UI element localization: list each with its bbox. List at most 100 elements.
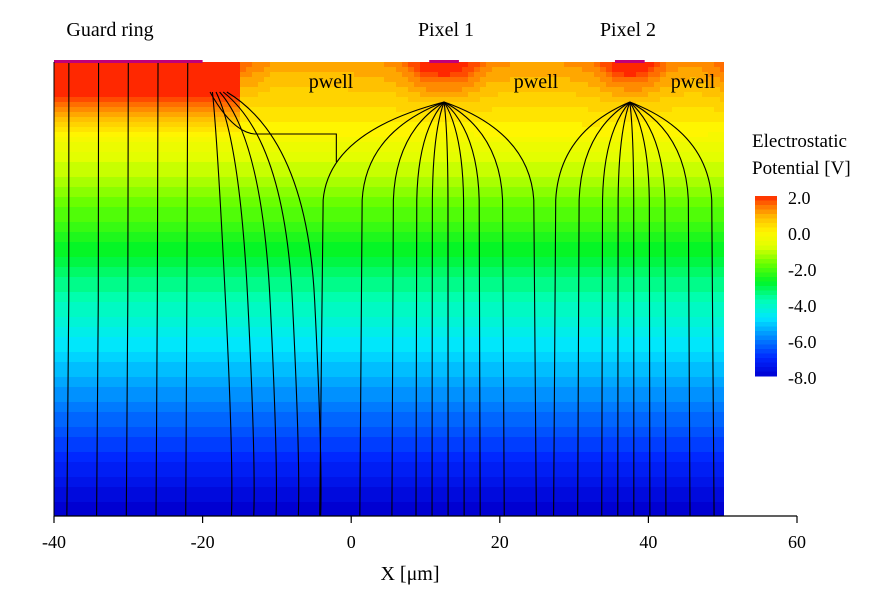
heatmap-cell	[198, 217, 205, 223]
heatmap-cell	[378, 187, 385, 193]
heatmap-cell	[186, 97, 193, 103]
heatmap-cell	[720, 247, 724, 253]
heatmap-cell	[252, 167, 259, 173]
heatmap-cell	[498, 157, 505, 163]
heatmap-cell	[666, 182, 673, 188]
heatmap-cell	[120, 167, 127, 173]
heatmap-cell	[324, 122, 331, 128]
heatmap-cell	[276, 177, 283, 183]
heatmap-cell	[654, 222, 661, 228]
heatmap-cell	[462, 162, 469, 168]
heatmap-cell	[540, 77, 547, 83]
heatmap-cell	[558, 97, 565, 103]
heatmap-cell	[612, 157, 619, 163]
heatmap-cell	[84, 272, 91, 278]
heatmap-cell	[84, 147, 91, 153]
heatmap-cell	[186, 107, 193, 113]
heatmap-cell	[156, 242, 163, 248]
heatmap-cell	[528, 97, 535, 103]
heatmap-cell	[666, 262, 673, 268]
heatmap-cell	[666, 227, 673, 233]
heatmap-cell	[648, 172, 655, 178]
heatmap-cell	[114, 267, 121, 273]
heatmap-cell	[336, 197, 343, 203]
heatmap-cell	[348, 212, 355, 218]
heatmap-cell	[426, 282, 433, 288]
heatmap-cell	[54, 252, 61, 258]
heatmap-cell	[360, 132, 367, 138]
heatmap-cell	[150, 167, 157, 173]
heatmap-cell	[144, 282, 151, 288]
heatmap-cell	[258, 112, 265, 118]
heatmap-cell	[150, 197, 157, 203]
heatmap-cell	[696, 207, 703, 213]
heatmap-cell	[414, 77, 421, 83]
heatmap-cell	[456, 187, 463, 193]
heatmap-cell	[594, 242, 601, 248]
heatmap-cell	[96, 197, 103, 203]
heatmap-cell	[324, 282, 331, 288]
heatmap-cell	[108, 117, 115, 123]
heatmap-cell	[654, 157, 661, 163]
heatmap-cell	[492, 187, 499, 193]
heatmap-cell	[660, 197, 667, 203]
heatmap-cell	[84, 237, 91, 243]
heatmap-cell	[204, 152, 211, 158]
heatmap-cell	[390, 187, 397, 193]
heatmap-cell	[426, 112, 433, 118]
heatmap-cell	[576, 157, 583, 163]
heatmap-cell	[348, 127, 355, 133]
heatmap-cell	[426, 207, 433, 213]
heatmap-cell	[348, 67, 355, 73]
heatmap-cell	[612, 127, 619, 133]
heatmap-cell	[552, 107, 559, 113]
heatmap-cell	[708, 112, 715, 118]
heatmap-cell	[720, 102, 724, 108]
heatmap-cell	[78, 242, 85, 248]
heatmap-cell	[84, 242, 91, 248]
heatmap-cell	[180, 282, 187, 288]
heatmap-cell	[342, 267, 349, 273]
heatmap-cell	[708, 222, 715, 228]
heatmap-cell	[354, 267, 361, 273]
heatmap-cell	[558, 67, 565, 73]
heatmap-cell	[312, 237, 319, 243]
heatmap-cell	[162, 182, 169, 188]
heatmap-cell	[396, 127, 403, 133]
heatmap-cell	[318, 107, 325, 113]
heatmap-cell	[384, 237, 391, 243]
heatmap-cell	[366, 87, 373, 93]
heatmap-cell	[300, 242, 307, 248]
heatmap-cell	[324, 82, 331, 88]
heatmap-cell	[558, 202, 565, 208]
heatmap-cell	[534, 262, 541, 268]
heatmap-cell	[606, 97, 613, 103]
heatmap-cell	[198, 202, 205, 208]
heatmap-cell	[480, 67, 487, 73]
heatmap-cell	[558, 112, 565, 118]
heatmap-cell	[576, 112, 583, 118]
heatmap-cell	[222, 267, 229, 273]
heatmap-cell	[210, 132, 217, 138]
heatmap-cell	[180, 97, 187, 103]
heatmap-cell	[486, 222, 493, 228]
heatmap-cell	[654, 122, 661, 128]
heatmap-cell	[462, 87, 469, 93]
heatmap-cell	[546, 92, 553, 98]
heatmap-cell	[690, 262, 697, 268]
heatmap-cell	[132, 187, 139, 193]
heatmap-cell	[240, 127, 247, 133]
heatmap-cell	[90, 212, 97, 218]
heatmap-cell	[102, 237, 109, 243]
heatmap-cell	[396, 122, 403, 128]
heatmap-cell	[192, 117, 199, 123]
heatmap-cell	[594, 252, 601, 258]
heatmap-cell	[486, 162, 493, 168]
heatmap-cell	[720, 222, 724, 228]
heatmap-cell	[480, 277, 487, 283]
heatmap-cell	[108, 92, 115, 98]
heatmap-cell	[462, 152, 469, 158]
heatmap-cell	[102, 247, 109, 253]
heatmap-cell	[330, 87, 337, 93]
heatmap-cell	[150, 232, 157, 238]
